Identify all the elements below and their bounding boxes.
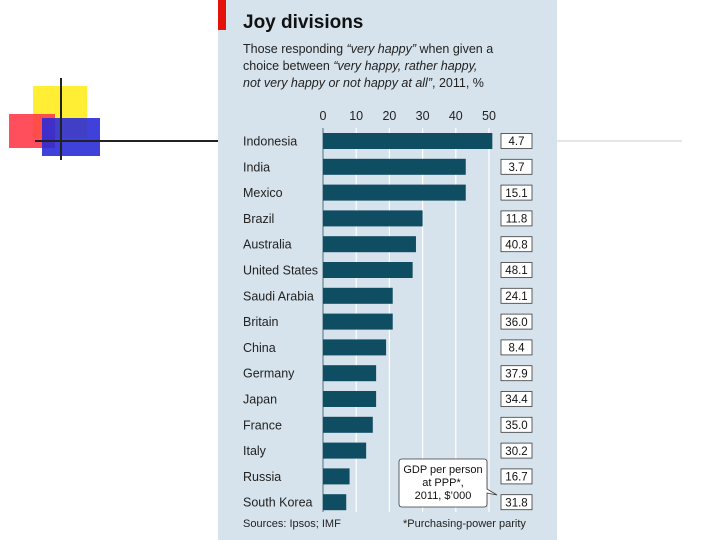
bar (323, 313, 393, 330)
x-tick-label: 30 (416, 109, 430, 123)
category-label: Japan (243, 393, 277, 407)
decor-blue-square (42, 118, 100, 156)
gdp-value-label: 3.7 (509, 162, 525, 174)
callout-text: GDP per person (403, 464, 482, 476)
callout-text: 2011, $’000 (415, 490, 472, 502)
gdp-value-box (500, 339, 533, 356)
category-label: South Korea (243, 496, 313, 510)
gdp-value-box (500, 416, 533, 433)
chart-subtitle: Those responding “very happy” when given… (243, 42, 494, 90)
category-label: Italy (243, 444, 267, 458)
brand-red-tab (218, 0, 226, 30)
category-label: Australia (243, 238, 292, 252)
gdp-value-box (500, 262, 533, 278)
bar (323, 468, 350, 485)
category-label: Saudi Arabia (243, 289, 314, 303)
gdp-value-label: 36.0 (505, 317, 527, 329)
bar (323, 236, 416, 253)
gdp-value-box (500, 365, 533, 382)
bar (323, 210, 423, 227)
gdp-value-box (500, 287, 533, 304)
bar (323, 391, 377, 407)
gdp-value-label: 48.1 (505, 265, 527, 277)
bar (323, 339, 387, 356)
decor-vertical-line (60, 78, 62, 160)
category-label: France (243, 418, 282, 432)
category-label: India (243, 160, 270, 174)
bar (323, 494, 347, 511)
x-tick-label: 50 (482, 109, 496, 123)
gdp-value-box (500, 494, 533, 511)
callout-text: at PPP*, (422, 477, 464, 489)
gdp-value-label: 35.0 (505, 420, 527, 432)
category-label: Brazil (243, 212, 274, 226)
category-label: Indonesia (243, 135, 297, 149)
bar (323, 365, 377, 382)
bar (323, 133, 493, 149)
gdp-value-box (500, 210, 533, 227)
bar (323, 158, 466, 175)
category-label: Mexico (243, 186, 283, 200)
chart-title: Joy divisions (243, 12, 364, 33)
gdp-value-box (500, 184, 533, 201)
gdp-value-label: 34.4 (505, 394, 528, 406)
gdp-value-box (500, 468, 533, 485)
gdp-value-box (500, 313, 533, 330)
gdp-value-label: 4.7 (509, 136, 525, 148)
gdp-value-label: 31.8 (505, 497, 527, 509)
gdp-value-box (500, 158, 533, 175)
category-label: Britain (243, 315, 278, 329)
bar (323, 262, 413, 278)
gdp-value-label: 30.2 (505, 446, 527, 458)
category-label: Russia (243, 470, 281, 484)
x-tick-label: 20 (382, 109, 396, 123)
bar (323, 442, 367, 459)
ppp-footnote: *Purchasing-power parity (403, 518, 526, 530)
bar (323, 184, 466, 201)
gdp-value-label: 15.1 (505, 188, 527, 200)
gdp-value-box (500, 391, 533, 407)
category-label: Germany (243, 367, 295, 381)
gdp-value-label: 11.8 (506, 214, 528, 226)
gdp-value-label: 16.7 (505, 472, 527, 484)
bar (323, 416, 373, 433)
decor-horizontal-line (35, 140, 220, 142)
category-label: United States (243, 264, 318, 278)
gdp-value-box (500, 442, 533, 459)
gdp-value-label: 24.1 (505, 291, 527, 303)
gdp-value-box (500, 236, 533, 253)
decor-slide-rule (557, 140, 682, 142)
callout-bubble (398, 458, 498, 508)
x-tick-label: 10 (349, 109, 363, 123)
gdp-value-label: 37.9 (505, 368, 527, 380)
sources-note: Sources: Ipsos; IMF (243, 518, 341, 530)
x-tick-label: 40 (449, 109, 463, 123)
gdp-value-label: 8.4 (509, 343, 526, 355)
gdp-value-box (500, 133, 533, 149)
category-label: China (243, 341, 276, 355)
bar (323, 287, 393, 304)
gdp-value-label: 40.8 (505, 239, 527, 251)
x-tick-label: 0 (320, 109, 327, 123)
